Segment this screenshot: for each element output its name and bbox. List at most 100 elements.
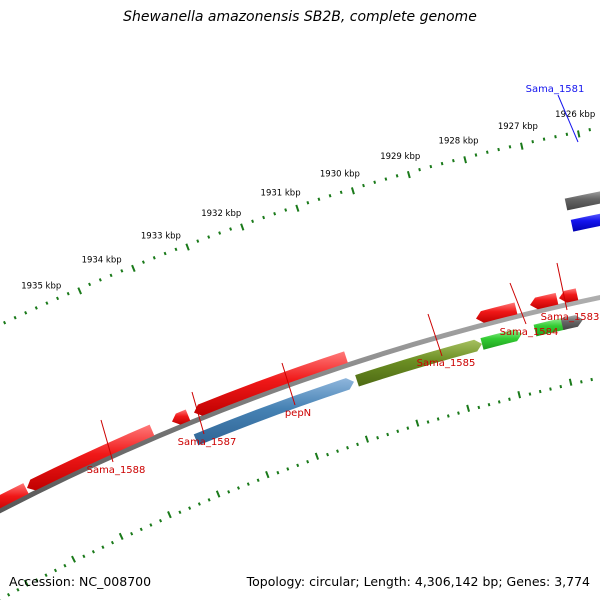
major-tick	[71, 555, 76, 563]
minor-tick	[306, 459, 310, 464]
minor-tick	[497, 400, 501, 404]
kbp-label: 1927 kbp	[498, 122, 538, 132]
gene-arrow-red	[0, 483, 29, 509]
label-leader-line	[556, 262, 568, 311]
minor-tick	[196, 239, 200, 243]
gene-arrow-sama1585	[355, 339, 482, 387]
minor-tick	[487, 402, 491, 407]
minor-tick	[229, 227, 233, 231]
kbp-scale: 1926 kbp 1927 kbp 1928 kbp 1929 kbp 1930 kbp…	[3, 110, 600, 325]
major-tick	[364, 435, 369, 443]
label-leader-line	[191, 391, 205, 435]
kbp-label: 1935 kbp	[21, 282, 61, 292]
minor-tick	[227, 490, 231, 494]
minor-tick	[152, 256, 156, 260]
minor-tick	[246, 482, 250, 486]
minor-tick	[497, 147, 500, 152]
minor-tick	[178, 510, 182, 515]
gene-label: Sama_1583	[541, 312, 600, 323]
minor-tick	[188, 506, 192, 510]
inner-scale	[0, 377, 593, 600]
minor-tick	[120, 269, 124, 273]
minor-tick	[56, 296, 60, 301]
minor-tick	[440, 161, 444, 166]
gene-arrow-gray	[564, 191, 600, 211]
minor-tick	[82, 554, 86, 559]
minor-tick	[286, 467, 290, 471]
major-tick	[577, 130, 581, 138]
major-tick	[314, 452, 320, 460]
accession-text: Accession: NC_008700	[9, 574, 152, 589]
minor-tick	[346, 445, 349, 450]
minor-tick	[207, 498, 211, 502]
gene-label: Sama_1588	[87, 465, 146, 476]
label-leader-line	[100, 419, 114, 463]
minor-tick	[531, 140, 535, 144]
gene-arrow-sama1583	[560, 315, 583, 331]
minor-tick	[98, 278, 102, 282]
minor-tick	[197, 502, 201, 506]
major-tick	[215, 490, 221, 498]
gene-label: Sama_1587	[178, 437, 237, 448]
minor-tick	[328, 194, 332, 198]
minor-tick	[262, 215, 266, 220]
gene-arrow-green	[533, 317, 567, 337]
gene-arrow-sama1587	[172, 409, 191, 425]
gene-track	[0, 191, 600, 509]
gene-arrow-sama1581	[570, 213, 600, 232]
minor-tick	[66, 291, 70, 296]
minor-tick	[452, 158, 455, 163]
minor-tick	[446, 414, 450, 418]
major-tick	[520, 142, 524, 150]
major-tick	[350, 187, 355, 195]
major-tick	[466, 404, 471, 412]
minor-tick	[141, 260, 145, 264]
gene-arrow-red	[559, 288, 579, 303]
major-tick	[23, 579, 29, 587]
minor-tick	[251, 219, 255, 224]
minor-tick	[590, 377, 593, 382]
major-tick	[463, 156, 467, 164]
minor-tick	[317, 197, 321, 201]
minor-tick	[284, 208, 288, 212]
gene-label: Sama_1584	[500, 327, 559, 338]
label-leader-line	[281, 362, 296, 406]
major-tick	[415, 419, 420, 427]
major-tick	[517, 391, 522, 399]
minor-tick	[7, 592, 11, 597]
major-tick	[295, 204, 300, 212]
minor-tick	[457, 411, 460, 415]
minor-tick	[53, 568, 58, 573]
minor-tick	[218, 231, 222, 235]
minor-tick	[139, 527, 143, 532]
minor-tick	[580, 380, 583, 384]
minor-tick	[63, 563, 67, 568]
label-leader-line	[427, 313, 443, 357]
minor-tick	[174, 247, 178, 252]
label-leader-line	[509, 282, 527, 325]
minor-tick	[24, 311, 28, 315]
major-tick	[568, 378, 573, 386]
minor-tick	[538, 389, 542, 394]
minor-tick	[91, 549, 95, 554]
kbp-label: 1932 kbp	[201, 209, 241, 219]
major-tick	[167, 511, 172, 519]
minor-tick	[406, 426, 410, 430]
minor-tick	[130, 531, 134, 536]
gene-arrow-sama1588	[27, 424, 155, 491]
kbp-label: 1929 kbp	[380, 152, 420, 162]
minor-tick	[542, 137, 546, 141]
major-tick	[131, 264, 136, 272]
minor-tick	[159, 518, 163, 523]
minor-tick	[326, 452, 329, 457]
major-tick	[406, 171, 411, 179]
minor-tick	[3, 320, 7, 325]
genome-backbone	[0, 295, 600, 514]
minor-tick	[237, 486, 240, 490]
backbone-arc	[0, 295, 600, 514]
minor-tick	[13, 315, 17, 320]
minor-tick	[395, 174, 399, 178]
minor-tick	[426, 420, 430, 424]
minor-tick	[88, 282, 92, 287]
